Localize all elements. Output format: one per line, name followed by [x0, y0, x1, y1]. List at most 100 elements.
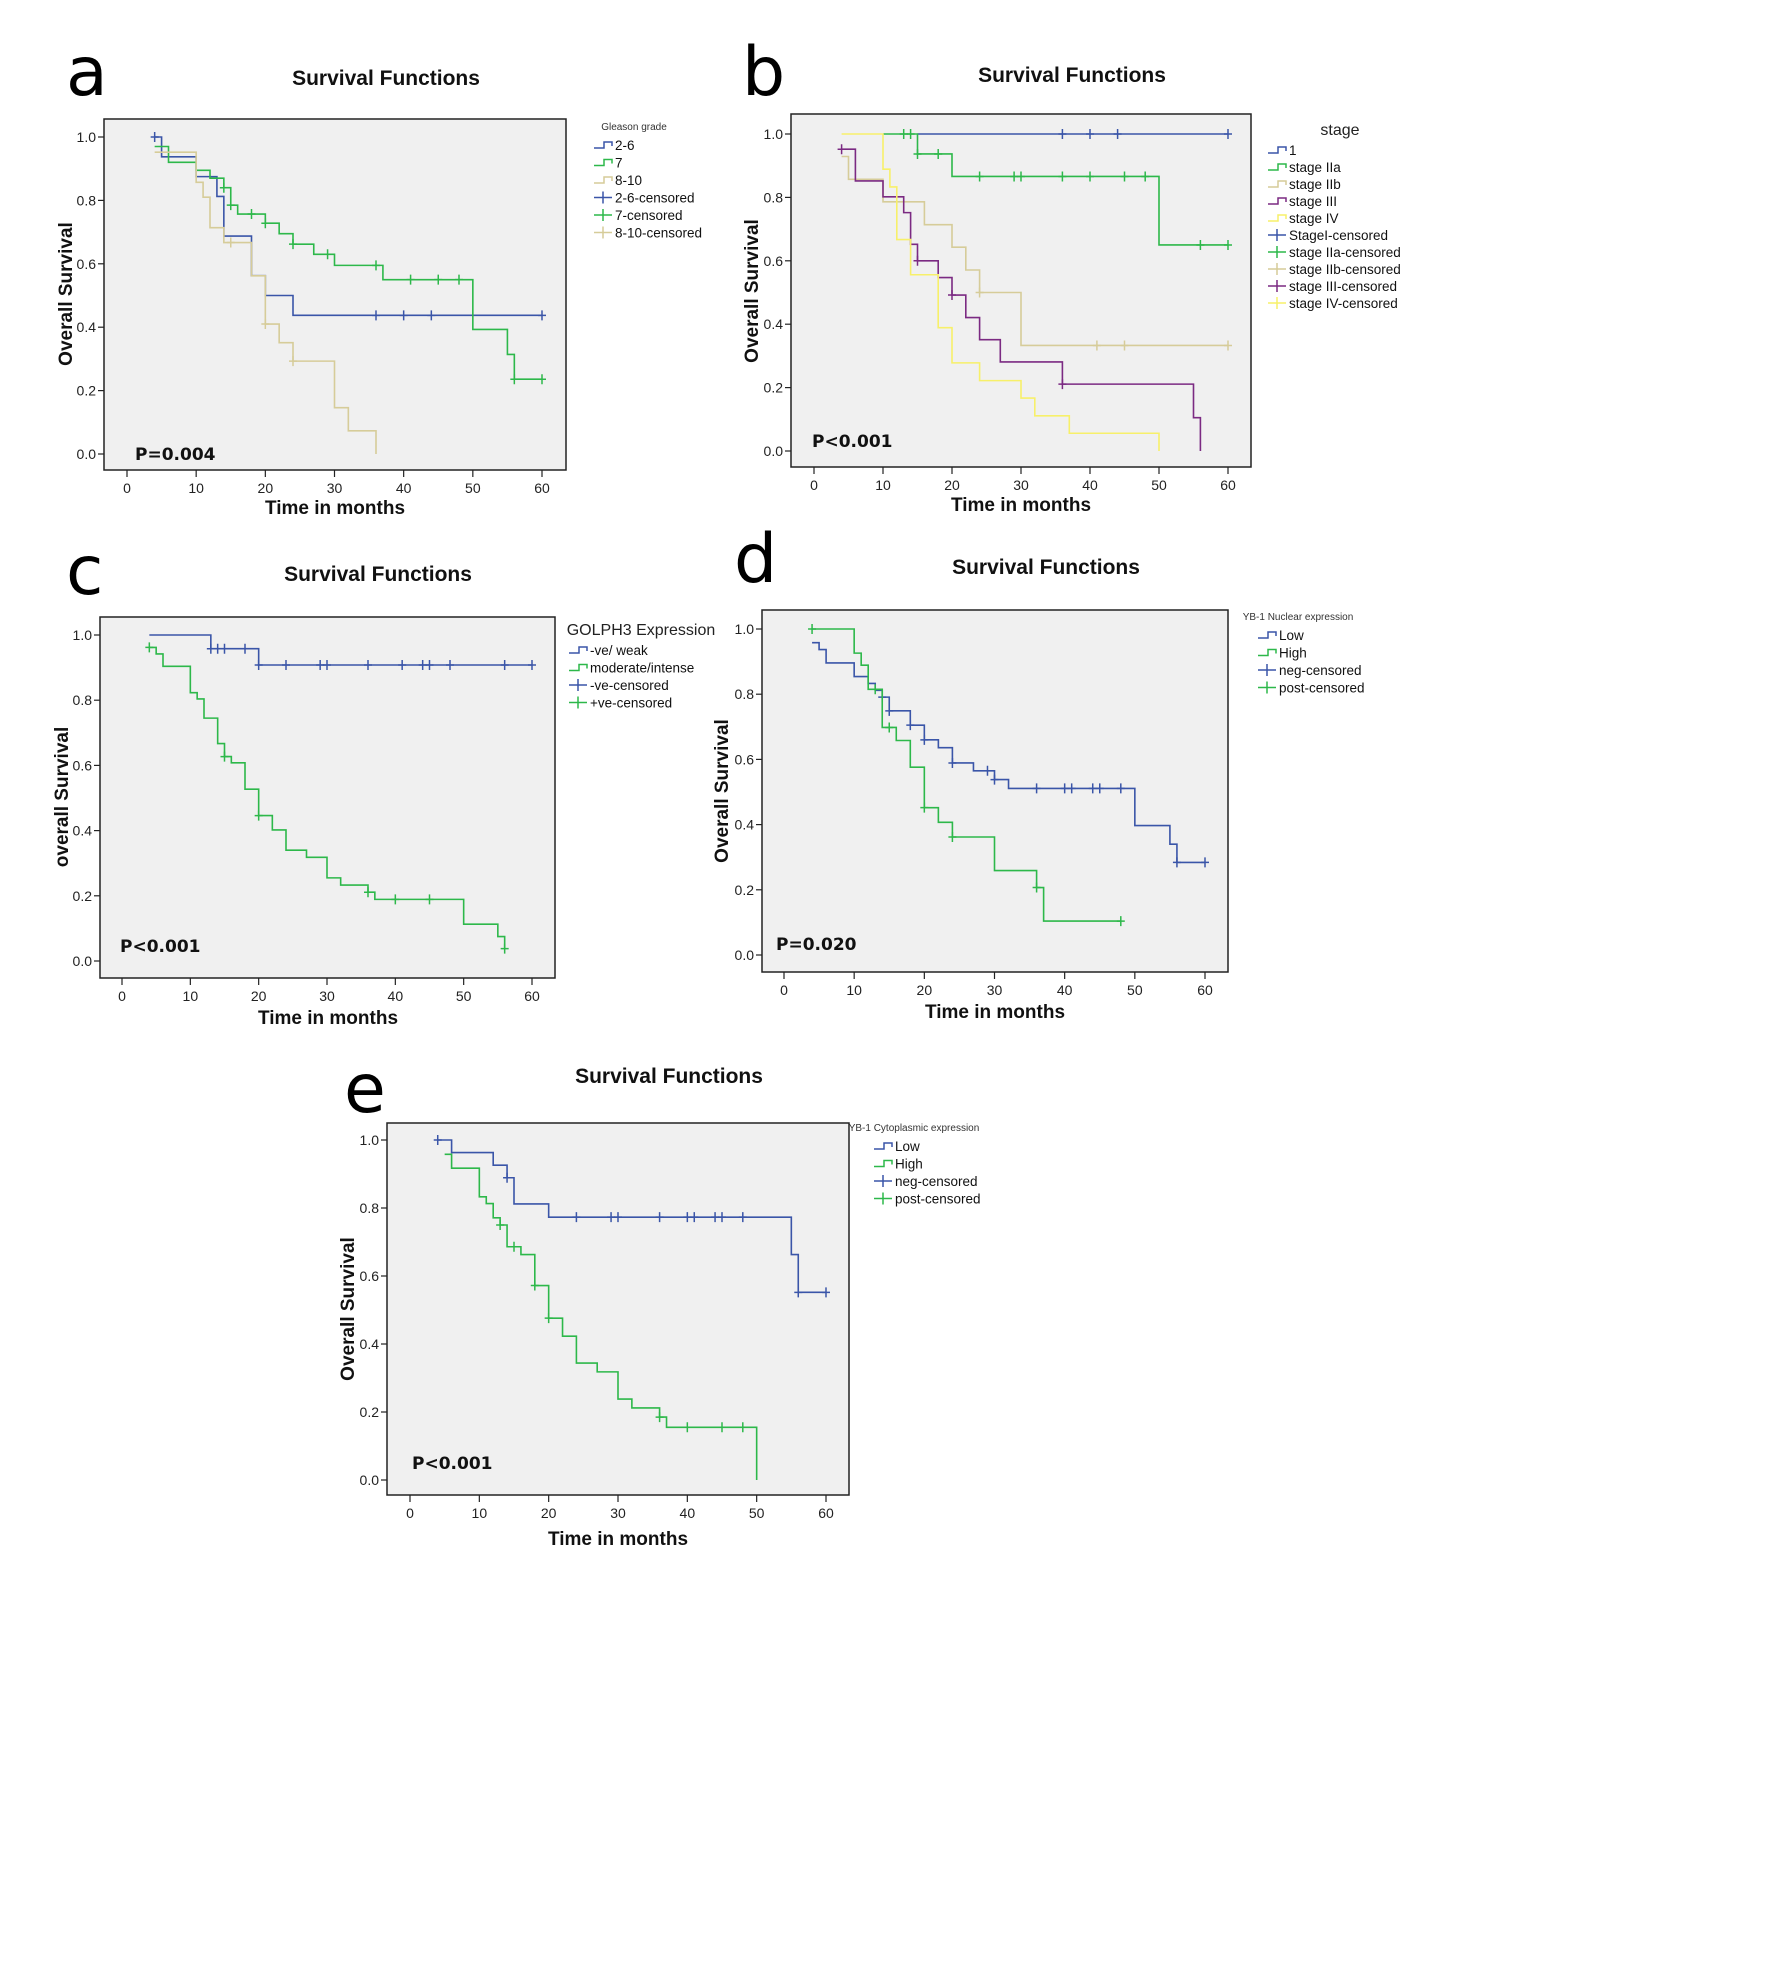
- legend-title: YB-1 Nuclear expression: [1243, 612, 1354, 623]
- legend-label: Low: [1279, 628, 1304, 643]
- y-tick-label: 0.6: [77, 256, 97, 272]
- censor-mark: [1116, 916, 1125, 927]
- censor-mark: [538, 374, 546, 385]
- y-tick-label: 0.6: [360, 1268, 380, 1284]
- x-tick-label: 30: [1013, 477, 1029, 493]
- legend-censor-icon: [874, 1192, 892, 1205]
- legend-label: stage IV: [1289, 211, 1339, 226]
- x-tick-label: 0: [780, 982, 788, 998]
- survival-curve: [841, 155, 1228, 347]
- censor-mark: [372, 260, 380, 271]
- censor-mark: [885, 705, 894, 716]
- censor-mark: [990, 774, 999, 785]
- legend-censor-icon: [1268, 229, 1286, 241]
- censor-mark: [1224, 129, 1232, 139]
- y-tick-label: 0.4: [735, 817, 755, 833]
- x-axis-label: Time in months: [265, 498, 405, 519]
- legend-entry: stage IIb-censored: [1268, 262, 1401, 277]
- chart-title: Survival Functions: [978, 64, 1166, 87]
- legend-step-icon: [874, 1159, 893, 1168]
- legend-label: 8-10: [615, 173, 642, 188]
- survival-curve: [812, 628, 1121, 922]
- censor-mark: [738, 1422, 747, 1433]
- x-axis-label: Time in months: [548, 1529, 688, 1550]
- legend-label: stage IIa-censored: [1289, 245, 1401, 260]
- censor-mark: [718, 1212, 726, 1223]
- y-axis-label: overall Survival: [52, 727, 73, 867]
- censor-mark: [455, 274, 463, 285]
- censor-mark: [500, 943, 509, 954]
- legend-label: post-censored: [1279, 681, 1365, 696]
- censor-mark: [364, 887, 372, 898]
- y-tick-label: 1.0: [735, 621, 755, 637]
- censor-mark: [500, 659, 509, 670]
- x-tick-label: 10: [472, 1505, 488, 1521]
- x-tick-label: 0: [810, 477, 818, 493]
- y-tick-label: 0.0: [77, 446, 97, 462]
- x-tick-label: 10: [183, 988, 199, 1004]
- legend-title: GOLPH3 Expression: [567, 622, 716, 639]
- censor-mark: [572, 1212, 581, 1223]
- series-moderate-intense: [145, 642, 509, 954]
- panel-c: c Survival Functions 0.0 0.2 0.4 0.6 0.8 1.0 0 10…: [52, 532, 715, 1029]
- x-tick-label: 50: [465, 480, 481, 496]
- legend-label: StageI-censored: [1289, 228, 1388, 243]
- censor-mark: [241, 643, 249, 654]
- censor-mark: [254, 810, 263, 821]
- y-tick-label: 0.6: [764, 253, 784, 269]
- censor-mark: [398, 659, 407, 670]
- censor-mark: [372, 310, 380, 321]
- censor-mark: [1058, 129, 1067, 139]
- y-tick-label: 0.0: [764, 443, 784, 459]
- panel-letter: a: [66, 33, 108, 112]
- x-tick-label: 50: [749, 1505, 765, 1521]
- censor-mark: [364, 659, 372, 670]
- y-axis-label: Overall Survival: [712, 719, 733, 863]
- legend-label: 7: [615, 156, 623, 171]
- legend-entry: 8-10: [594, 173, 642, 188]
- x-tick-label: 50: [456, 988, 472, 1004]
- censor-mark: [885, 722, 894, 733]
- censor-mark: [427, 310, 436, 321]
- x-tick-label: 60: [524, 988, 540, 1004]
- censor-mark: [226, 237, 235, 248]
- censor-mark: [655, 1212, 664, 1223]
- x-tick-label: 10: [875, 477, 891, 493]
- panel-b: b Survival Functions 0.0 0.2 0.4 0.6 0.8 1.0 0 10…: [742, 33, 1401, 516]
- legend-step-icon: [569, 663, 588, 672]
- p-value-annotation: P<0.001: [120, 937, 200, 957]
- censor-mark: [282, 659, 290, 670]
- legend-label: stage IV-censored: [1289, 296, 1398, 311]
- censor-mark: [1092, 340, 1101, 351]
- panel-d: d Survival Functions 0.0 0.2 0.4 0.6 0.8 1.0 0 10…: [712, 520, 1365, 1023]
- survival-curve: [444, 1153, 758, 1480]
- censor-mark: [1120, 340, 1129, 351]
- censor-mark: [808, 624, 817, 634]
- series-stage-iia: [883, 129, 1232, 250]
- survival-curve: [437, 1139, 826, 1294]
- legend-label: 2-6: [615, 138, 635, 153]
- y-tick-label: 0.8: [764, 189, 784, 205]
- censor-mark: [1067, 783, 1076, 794]
- legend-label: neg-censored: [895, 1174, 978, 1189]
- panel-e: e Survival Functions 0.0 0.2 0.4 0.6 0.8 1.0 0 10…: [338, 1050, 981, 1550]
- censor-mark: [1032, 882, 1041, 893]
- censor-mark: [528, 659, 536, 670]
- legend-step-icon: [1268, 197, 1287, 205]
- censor-mark: [948, 757, 957, 768]
- legend-censor-icon: [1258, 664, 1276, 676]
- series-7: [154, 145, 546, 385]
- x-axis-label: Time in months: [951, 495, 1091, 516]
- legend-censor-icon: [594, 209, 612, 221]
- censor-mark: [738, 1212, 747, 1223]
- censor-mark: [261, 319, 270, 330]
- legend-censor-icon: [569, 679, 587, 691]
- x-tick-label: 40: [396, 480, 412, 496]
- x-tick-label: 30: [610, 1505, 626, 1521]
- censor-mark: [1017, 171, 1025, 182]
- legend-entry: neg-censored: [874, 1174, 978, 1189]
- plot-area: [103, 118, 567, 471]
- censor-mark: [226, 200, 235, 211]
- censor-mark: [145, 642, 154, 653]
- series-high: [444, 1153, 758, 1480]
